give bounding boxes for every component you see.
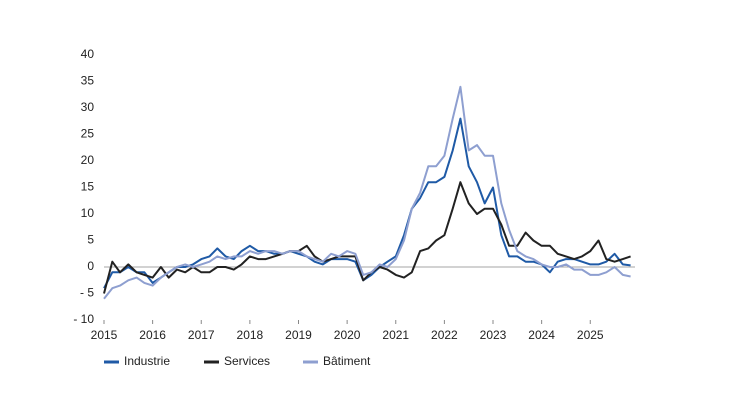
y-tick-label: 35 [81, 74, 95, 88]
series-line [103, 85, 631, 300]
x-tick-label: 2024 [528, 328, 555, 342]
y-tick-label: 5 [87, 233, 94, 247]
x-tick-label: 2023 [480, 328, 507, 342]
x-tick-label: 2019 [285, 328, 312, 342]
y-tick-label: 30 [81, 100, 95, 114]
legend-label: Industrie [124, 354, 170, 368]
x-tick-label: 2018 [237, 328, 264, 342]
x-tick-label: 2022 [431, 328, 458, 342]
series-line [103, 117, 631, 289]
y-tick-label: 15 [81, 180, 95, 194]
legend-label: Services [224, 354, 270, 368]
y-tick-label: - 5 [80, 286, 94, 300]
x-tick-label: 2021 [382, 328, 409, 342]
x-tick-label: 2016 [139, 328, 166, 342]
y-tick-label: 0 [87, 259, 94, 273]
x-tick-label: 2020 [334, 328, 361, 342]
y-tick-label: 10 [81, 206, 95, 220]
x-tick-label: 2017 [188, 328, 215, 342]
x-tick-label: 2015 [91, 328, 118, 342]
series-line [103, 181, 631, 294]
y-tick-label: - 10 [73, 312, 94, 326]
y-tick-label: 20 [81, 153, 95, 167]
x-tick-label: 2025 [577, 328, 604, 342]
y-tick-label: 40 [81, 47, 95, 61]
legend-label: Bâtiment [323, 354, 371, 368]
y-tick-label: 25 [81, 127, 95, 141]
